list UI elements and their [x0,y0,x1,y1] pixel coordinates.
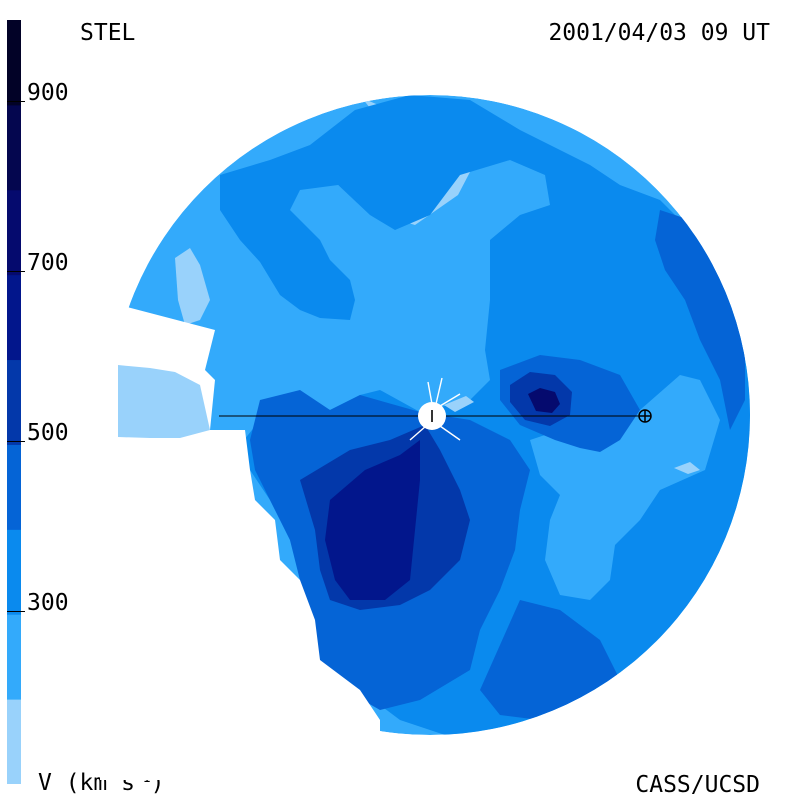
low-speed-patch [118,365,210,438]
earth-marker [638,409,652,423]
colorbar-level-0 [7,699,21,785]
colorbar-level-6 [7,189,21,276]
bright-wing [444,396,474,412]
coronal-streamer-lines [409,377,461,441]
colorbar-level-1 [7,614,21,700]
contour-level-10 [325,440,420,600]
colorbar-level-7 [7,104,21,191]
colorbar-tick-900 [7,101,25,102]
contour-level-8 [480,600,620,720]
timestamp-label: 2001/04/03 09 UT [548,20,770,46]
colorbar-levels [7,20,21,785]
colorbar-level-2 [7,529,21,615]
contour-level-12 [528,388,560,413]
colorbar-tick-500 [7,441,25,442]
colorbar-tick-300 [7,611,25,612]
colorbar-level-5 [7,274,21,361]
credit-label: CASS/UCSD [635,772,760,798]
colorbar-tick-label-500: 500 [27,420,69,446]
velocity-colorbar [7,20,21,785]
colorbar-level-8 [7,20,21,106]
contour-level-13 [674,462,700,474]
colorbar-tick-label-300: 300 [27,590,69,616]
colorbar-tick-label-900: 900 [27,80,69,106]
contour-level-6 [655,210,745,430]
colorbar-level-3 [7,444,21,530]
contour-level-2 [175,248,210,325]
instrument-label: STEL [80,20,136,46]
colorbar-tick-700 [7,271,25,272]
colorbar-tick-label-700: 700 [27,250,69,276]
colorbar-level-4 [7,359,21,445]
